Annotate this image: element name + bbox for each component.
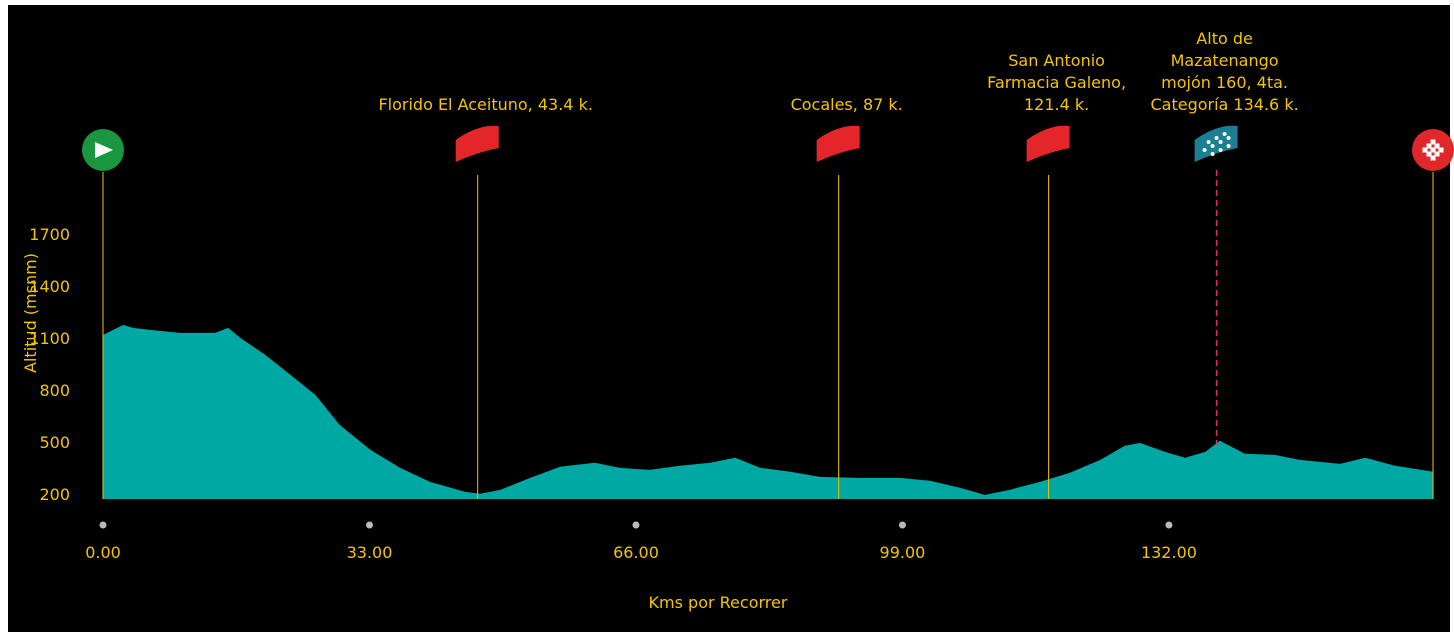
y-tick-label: 1400 bbox=[29, 277, 70, 296]
finish-checker bbox=[1426, 151, 1432, 157]
x-tick-mark bbox=[632, 521, 640, 529]
y-tick-label: 200 bbox=[39, 485, 70, 504]
x-tick-label: 99.00 bbox=[880, 543, 926, 562]
x-tick-label: 66.00 bbox=[613, 543, 659, 562]
annotation-label: mojón 160, 4ta. bbox=[1161, 73, 1288, 92]
x-tick-label: 0.00 bbox=[85, 543, 121, 562]
x-tick-mark bbox=[898, 521, 906, 529]
y-tick-label: 1700 bbox=[29, 225, 70, 244]
annotation-label: Farmacia Galeno, bbox=[987, 73, 1126, 92]
finish-checker bbox=[1438, 147, 1444, 153]
annotation-label: Florido El Aceituno, 43.4 k. bbox=[378, 95, 592, 114]
annotation-label: Cocales, 87 k. bbox=[791, 95, 903, 114]
x-tick-label: 33.00 bbox=[347, 543, 393, 562]
climb-dot bbox=[1210, 152, 1215, 156]
climb-flag bbox=[1194, 125, 1238, 162]
start-arrow bbox=[95, 142, 113, 158]
climb-dot bbox=[1218, 140, 1223, 144]
y-tick-label: 1100 bbox=[29, 329, 70, 348]
finish-checker bbox=[1422, 147, 1428, 153]
climb-dot bbox=[1226, 144, 1231, 148]
x-tick-mark bbox=[365, 521, 373, 529]
climb-dot bbox=[1202, 148, 1207, 152]
background bbox=[8, 5, 1450, 632]
y-tick-label: 800 bbox=[39, 381, 70, 400]
annotation-label: Alto de bbox=[1196, 29, 1253, 48]
annotation-label: Mazatenango bbox=[1171, 51, 1279, 70]
x-axis-title: Kms por Recorrer bbox=[649, 593, 788, 612]
finish-checker bbox=[1434, 151, 1440, 157]
elevation-area bbox=[103, 324, 1433, 499]
finish-checker bbox=[1430, 155, 1436, 161]
finish-checker bbox=[1426, 143, 1432, 149]
x-tick-mark bbox=[99, 521, 107, 529]
finish-checker bbox=[1434, 143, 1440, 149]
climb-dot bbox=[1210, 144, 1215, 148]
climb-dot bbox=[1206, 140, 1211, 144]
climb-dot bbox=[1214, 136, 1219, 140]
y-axis-title: Altitud (msnm) bbox=[21, 253, 40, 373]
sprint-flag bbox=[816, 125, 860, 162]
annotation-label: San Antonio bbox=[1008, 51, 1105, 70]
sprint-flag bbox=[1026, 125, 1070, 162]
finish-checker bbox=[1430, 139, 1436, 145]
annotation-label: Categoría 134.6 k. bbox=[1150, 95, 1298, 114]
annotation-label: 121.4 k. bbox=[1024, 95, 1089, 114]
x-tick-mark bbox=[1165, 521, 1173, 529]
sprint-flag bbox=[455, 125, 499, 162]
climb-dot bbox=[1222, 132, 1227, 136]
finish-checker bbox=[1430, 147, 1436, 153]
climb-dot bbox=[1218, 148, 1223, 152]
climb-dot bbox=[1226, 136, 1231, 140]
y-tick-label: 500 bbox=[39, 433, 70, 452]
x-tick-label: 132.00 bbox=[1141, 543, 1197, 562]
